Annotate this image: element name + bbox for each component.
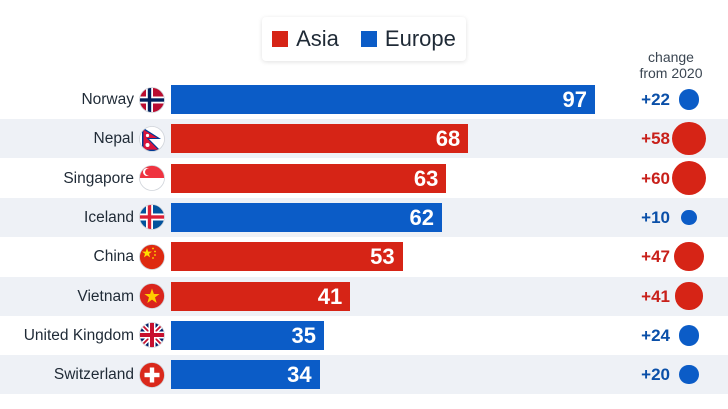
change-bubble [679,364,699,385]
legend-item-asia: Asia [272,26,339,52]
category-label: Iceland [84,208,134,226]
legend-label: Asia [296,26,339,51]
bar-value-label: 97 [562,87,587,112]
change-bubble [675,282,703,310]
legend-swatch-asia [272,31,289,47]
category-label: Switzerland [53,366,134,384]
legend-label: Europe [384,26,456,51]
bar-value-label: 62 [409,204,434,230]
category-label: Norway [81,91,134,108]
change-value-label: +41 [641,286,670,306]
bar-value-label: 34 [287,362,312,388]
flag-china-icon [139,243,165,270]
flag-vietnam-icon [139,283,165,309]
legend: Asia Europe [262,17,466,61]
bar-united-kingdom [171,320,324,350]
flag-singapore-icon [139,165,165,191]
row-stripe [0,276,728,316]
change-column-header: change from 2020 [626,49,716,81]
change-bubble [672,122,706,156]
category-label: Singapore [63,169,134,187]
category-label: Nepal [93,130,135,148]
legend-item-europe: Europe [360,26,456,52]
bar-value-label: 53 [370,244,395,270]
change-bubble [672,161,706,196]
bar-china [171,242,403,272]
bar-vietnam [171,281,351,311]
flag-nepal-icon [139,125,165,152]
row-stripe [0,355,728,395]
change-bubble [678,89,700,110]
bar-value-label: 63 [413,165,439,191]
bar-value-label: 41 [317,283,343,309]
bar-switzerland [171,360,320,390]
bar-singapore [171,163,447,193]
change-bubble [674,242,704,272]
category-label: United Kingdom [23,326,134,344]
change-header-line1: change [648,49,694,65]
bar-nepal [171,124,469,154]
change-value-label: +58 [641,129,670,149]
bar-norway [171,85,595,114]
change-value-label: +24 [641,325,670,345]
flag-iceland-icon [139,204,165,231]
bar-value-label: 35 [291,322,316,348]
flag-united-kingdom-icon [139,322,165,349]
category-label: China [93,248,135,266]
change-value-label: +47 [641,247,670,267]
bar-iceland [171,202,442,232]
change-value-label: +10 [641,207,670,227]
change-header-line2: from 2020 [639,65,703,81]
change-value-label: +20 [641,365,670,385]
change-value-label: +22 [641,90,670,109]
legend-swatch-europe [360,31,377,47]
change-bubble [681,209,697,226]
flag-switzerland-icon [139,361,165,388]
change-value-label: +60 [641,168,670,188]
category-label: Vietnam [77,287,134,305]
bar-value-label: 68 [435,126,461,152]
change-bubble [678,324,700,346]
flag-norway-icon [139,86,165,113]
